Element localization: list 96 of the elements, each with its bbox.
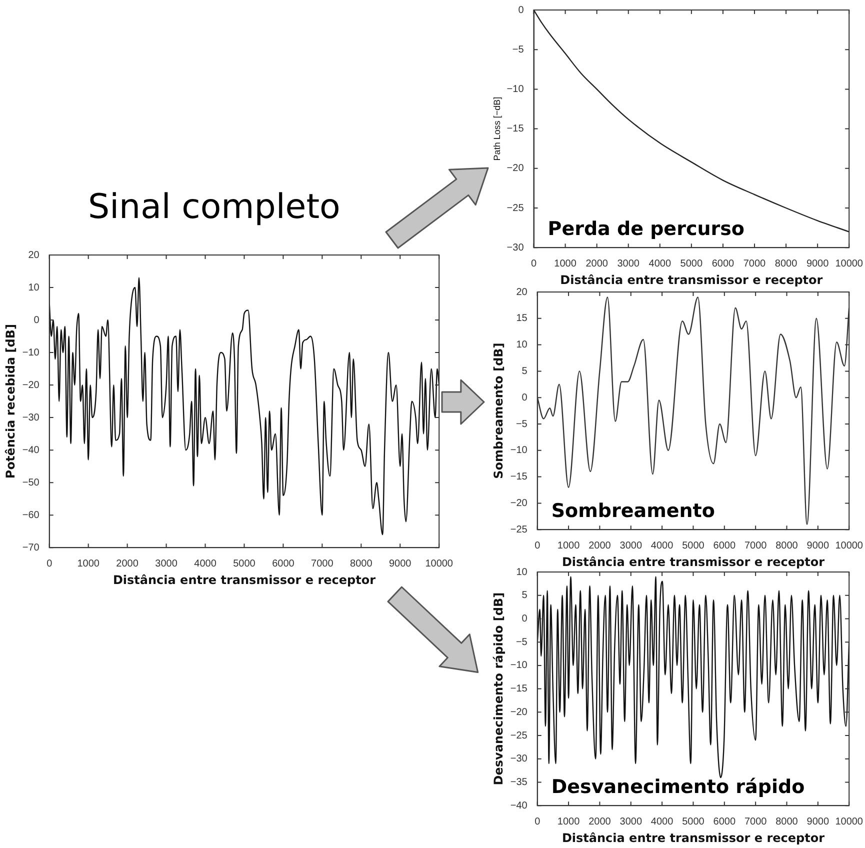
x-tick-label: 1000 <box>557 540 580 552</box>
x-tick-label: 4000 <box>194 558 217 570</box>
x-tick-label: 9000 <box>806 258 830 270</box>
y-tick-label: −15 <box>506 124 524 135</box>
x-tick-label: 2000 <box>586 258 608 270</box>
x-tick-label: 9000 <box>806 540 830 552</box>
y-axis-title: Sombreamento [dB] <box>491 342 506 479</box>
y-tick-label: −50 <box>22 477 40 488</box>
x-tick-label: 4000 <box>648 258 672 270</box>
y-axis-title: Desvanecimento rápido [dB] <box>491 592 506 786</box>
x-tick-label: 0 <box>534 816 541 828</box>
line-series <box>537 576 850 778</box>
y-tick-label: −70 <box>22 542 40 554</box>
x-tick-label: 4000 <box>650 816 674 828</box>
y-tick-label: −40 <box>22 444 40 456</box>
y-tick-label: 20 <box>516 286 528 298</box>
y-tick-label: −25 <box>510 730 528 742</box>
x-tick-label: 10000 <box>835 258 864 270</box>
y-axis-title: Path Loss [−dB] <box>492 96 502 161</box>
y-tick-label: 10 <box>516 566 528 578</box>
y-tick-label: −60 <box>22 510 40 521</box>
y-tick-label: −40 <box>510 800 528 812</box>
x-tick-label: 1000 <box>77 558 100 570</box>
x-tick-label: 5000 <box>233 558 256 570</box>
x-tick-label: 5000 <box>680 258 703 270</box>
x-tick-label: 9000 <box>806 816 830 828</box>
x-tick-label: 2000 <box>116 558 139 570</box>
y-tick-label: −15 <box>510 472 528 483</box>
y-tick-label: −5 <box>516 636 528 648</box>
y-tick-label: 0 <box>522 392 528 404</box>
x-tick-label: 5000 <box>682 816 705 828</box>
x-tick-label: 7000 <box>744 816 768 828</box>
x-tick-label: 2000 <box>588 816 612 828</box>
y-tick-label: −35 <box>510 776 528 788</box>
y-tick-label: 0 <box>34 314 40 326</box>
x-tick-label: 2000 <box>588 540 612 552</box>
x-tick-label: 5000 <box>682 540 705 552</box>
y-tick-label: −15 <box>510 684 528 695</box>
x-tick-label: 10000 <box>835 540 864 552</box>
x-tick-label: 6000 <box>713 816 736 828</box>
x-tick-label: 0 <box>534 540 541 552</box>
x-tick-label: 3000 <box>155 558 178 570</box>
x-tick-label: 3000 <box>620 816 642 828</box>
x-tick-label: 8000 <box>350 558 373 570</box>
x-tick-label: 1000 <box>557 816 580 828</box>
x-tick-label: 6000 <box>713 540 736 552</box>
x-axis-title: Distância entre transmissor e receptor <box>560 272 823 287</box>
x-tick-label: 0 <box>530 258 537 270</box>
y-tick-label: −5 <box>512 44 524 56</box>
x-axis-title: Distância entre transmissor e receptor <box>562 830 825 845</box>
x-tick-label: 3000 <box>617 258 640 270</box>
x-tick-label: 7000 <box>743 258 766 270</box>
x-tick-label: 8000 <box>774 258 798 270</box>
x-tick-label: 6000 <box>712 258 735 270</box>
y-tick-label: −30 <box>510 754 528 765</box>
y-tick-label: −30 <box>506 242 524 254</box>
x-tick-label: 8000 <box>776 540 798 552</box>
x-tick-label: 10000 <box>835 816 864 828</box>
x-tick-label: 7000 <box>744 540 768 552</box>
y-tick-label: 0 <box>518 4 524 16</box>
x-tick-label: 10000 <box>425 558 454 570</box>
y-tick-label: −10 <box>510 445 528 456</box>
text: Perda de percurso <box>548 218 744 240</box>
y-tick-label: −10 <box>506 84 524 95</box>
x-tick-label: 1000 <box>554 258 577 270</box>
y-tick-label: 0 <box>522 613 528 624</box>
x-tick-label: 0 <box>46 558 53 570</box>
y-tick-label: −25 <box>506 202 524 214</box>
y-tick-label: −20 <box>506 163 524 174</box>
x-axis-title: Distância entre transmissor e receptor <box>562 554 825 569</box>
y-tick-label: −10 <box>510 660 528 672</box>
x-tick-label: 7000 <box>311 558 334 570</box>
y-tick-label: −5 <box>516 418 528 430</box>
y-tick-label: 5 <box>522 366 528 377</box>
x-tick-label: 3000 <box>620 540 642 552</box>
y-tick-label: 20 <box>28 250 40 261</box>
line-series <box>49 277 440 536</box>
y-tick-label: −10 <box>22 347 40 358</box>
text: Sombreamento <box>551 500 715 522</box>
y-axis-title: Potência recebida [dB] <box>3 324 18 479</box>
chart-title: Sinal completo <box>88 186 340 227</box>
y-tick-label: 10 <box>28 282 40 294</box>
x-tick-label: 4000 <box>650 540 674 552</box>
x-tick-label: 9000 <box>389 558 412 570</box>
x-axis-title: Distância entre transmissor e receptor <box>112 572 376 587</box>
y-tick-label: 10 <box>516 340 528 351</box>
y-tick-label: −30 <box>22 412 40 424</box>
y-tick-label: 5 <box>522 590 528 602</box>
text: Desvanecimento rápido <box>551 776 805 798</box>
y-tick-label: −20 <box>510 498 528 509</box>
y-tick-label: −25 <box>510 524 528 536</box>
x-tick-label: 6000 <box>272 558 295 570</box>
y-tick-label: −20 <box>22 380 40 391</box>
x-tick-label: 8000 <box>776 816 798 828</box>
y-tick-label: −20 <box>510 706 528 718</box>
y-tick-label: 15 <box>516 313 528 324</box>
